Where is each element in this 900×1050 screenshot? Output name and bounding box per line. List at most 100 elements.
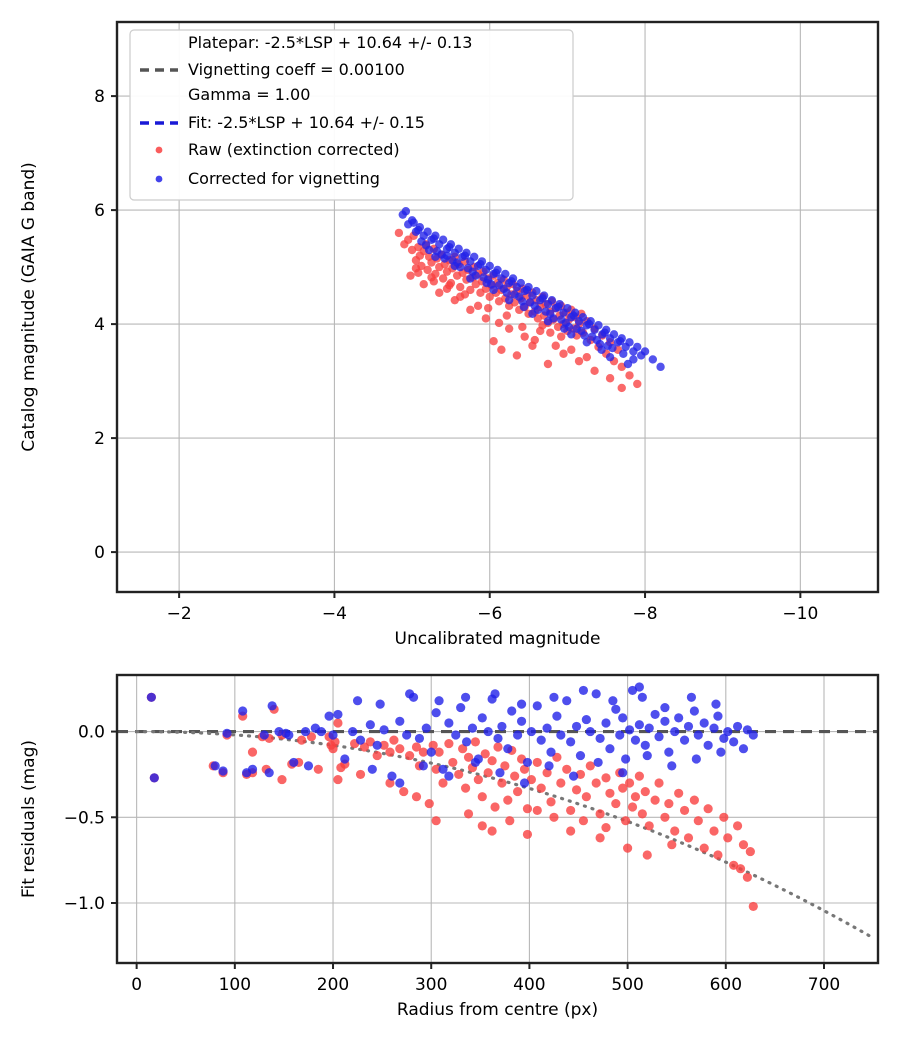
- data-point: [650, 709, 660, 720]
- data-point: [742, 872, 753, 882]
- data-point: [497, 721, 507, 732]
- data-point: [711, 699, 721, 709]
- data-point: [385, 747, 395, 757]
- data-point: [618, 768, 628, 778]
- data-point: [618, 783, 628, 793]
- data-point: [699, 843, 709, 853]
- data-point: [414, 225, 423, 235]
- data-point: [591, 689, 601, 699]
- data-point: [495, 768, 505, 778]
- data-point: [502, 288, 512, 297]
- tick-label-x: −6: [477, 604, 502, 624]
- data-point: [597, 345, 606, 354]
- data-point: [448, 757, 458, 768]
- data-point: [608, 343, 617, 353]
- data-point: [395, 744, 405, 754]
- data-point: [503, 795, 513, 805]
- data-point: [489, 337, 498, 346]
- y-axis-label-top: Catalog magnitude (GAIA G band): [19, 162, 39, 452]
- data-point: [567, 330, 576, 339]
- data-point: [409, 218, 418, 227]
- data-point: [625, 338, 634, 347]
- data-point: [411, 264, 421, 273]
- data-point: [683, 721, 694, 732]
- data-point: [461, 737, 472, 747]
- data-point: [418, 761, 428, 771]
- data-point: [423, 265, 432, 275]
- data-point: [431, 764, 441, 774]
- data-point: [719, 812, 729, 822]
- data-point: [591, 778, 601, 788]
- data-point: [686, 692, 697, 702]
- data-point: [732, 821, 743, 831]
- data-point: [723, 833, 733, 843]
- data-point: [460, 692, 471, 702]
- data-point: [559, 349, 568, 358]
- data-point: [738, 840, 749, 850]
- data-point: [582, 338, 591, 347]
- data-point: [444, 771, 454, 781]
- data-point: [372, 750, 382, 761]
- data-point: [473, 301, 483, 311]
- tick-label-x: −2: [167, 604, 192, 624]
- tick-label-y: 2: [94, 429, 105, 449]
- data-point: [493, 742, 503, 752]
- data-point: [578, 685, 589, 696]
- data-point: [411, 742, 422, 752]
- tick-label-y: −0.5: [64, 808, 105, 828]
- data-point: [247, 747, 258, 757]
- data-point: [532, 805, 542, 816]
- data-point: [210, 761, 220, 771]
- data-point: [543, 317, 553, 326]
- data-point: [502, 311, 512, 320]
- data-point: [333, 774, 343, 785]
- tick-label-x: 400: [513, 975, 545, 995]
- tick-label-x: 100: [219, 975, 251, 995]
- data-point: [581, 714, 591, 725]
- data-point: [348, 726, 358, 737]
- data-point: [670, 826, 680, 836]
- data-point: [483, 726, 493, 737]
- data-point: [664, 747, 674, 757]
- data-point: [585, 761, 595, 771]
- data-point: [395, 778, 405, 788]
- data-point: [146, 692, 156, 702]
- data-point: [679, 735, 690, 745]
- data-point: [372, 740, 382, 750]
- data-point: [421, 723, 431, 733]
- data-point: [434, 747, 444, 757]
- data-point: [355, 769, 366, 780]
- data-point: [401, 207, 411, 216]
- data-point: [563, 303, 572, 313]
- data-point: [633, 379, 642, 389]
- data-point: [451, 730, 461, 740]
- data-point: [405, 750, 415, 761]
- data-point: [476, 260, 485, 269]
- data-point: [634, 771, 644, 781]
- data-point: [634, 682, 644, 692]
- data-point: [467, 723, 478, 733]
- tick-label-x: 600: [710, 975, 742, 995]
- data-point: [551, 341, 560, 350]
- data-point: [674, 713, 684, 723]
- data-point: [538, 294, 547, 303]
- data-point: [504, 324, 514, 333]
- data-point: [222, 728, 232, 738]
- data-point: [745, 846, 755, 857]
- data-point: [699, 718, 709, 728]
- data-point: [429, 234, 439, 243]
- data-point: [553, 302, 563, 312]
- data-point: [581, 792, 591, 802]
- tick-label-y: 0: [94, 543, 105, 563]
- data-point: [703, 740, 713, 750]
- data-point: [601, 718, 611, 728]
- data-point: [640, 347, 650, 356]
- data-point: [487, 826, 497, 836]
- data-point: [483, 303, 493, 313]
- scatter-series-corrected: [398, 207, 665, 372]
- data-point: [748, 730, 758, 740]
- data-point: [300, 726, 311, 737]
- data-point: [601, 822, 611, 833]
- data-point: [625, 371, 634, 380]
